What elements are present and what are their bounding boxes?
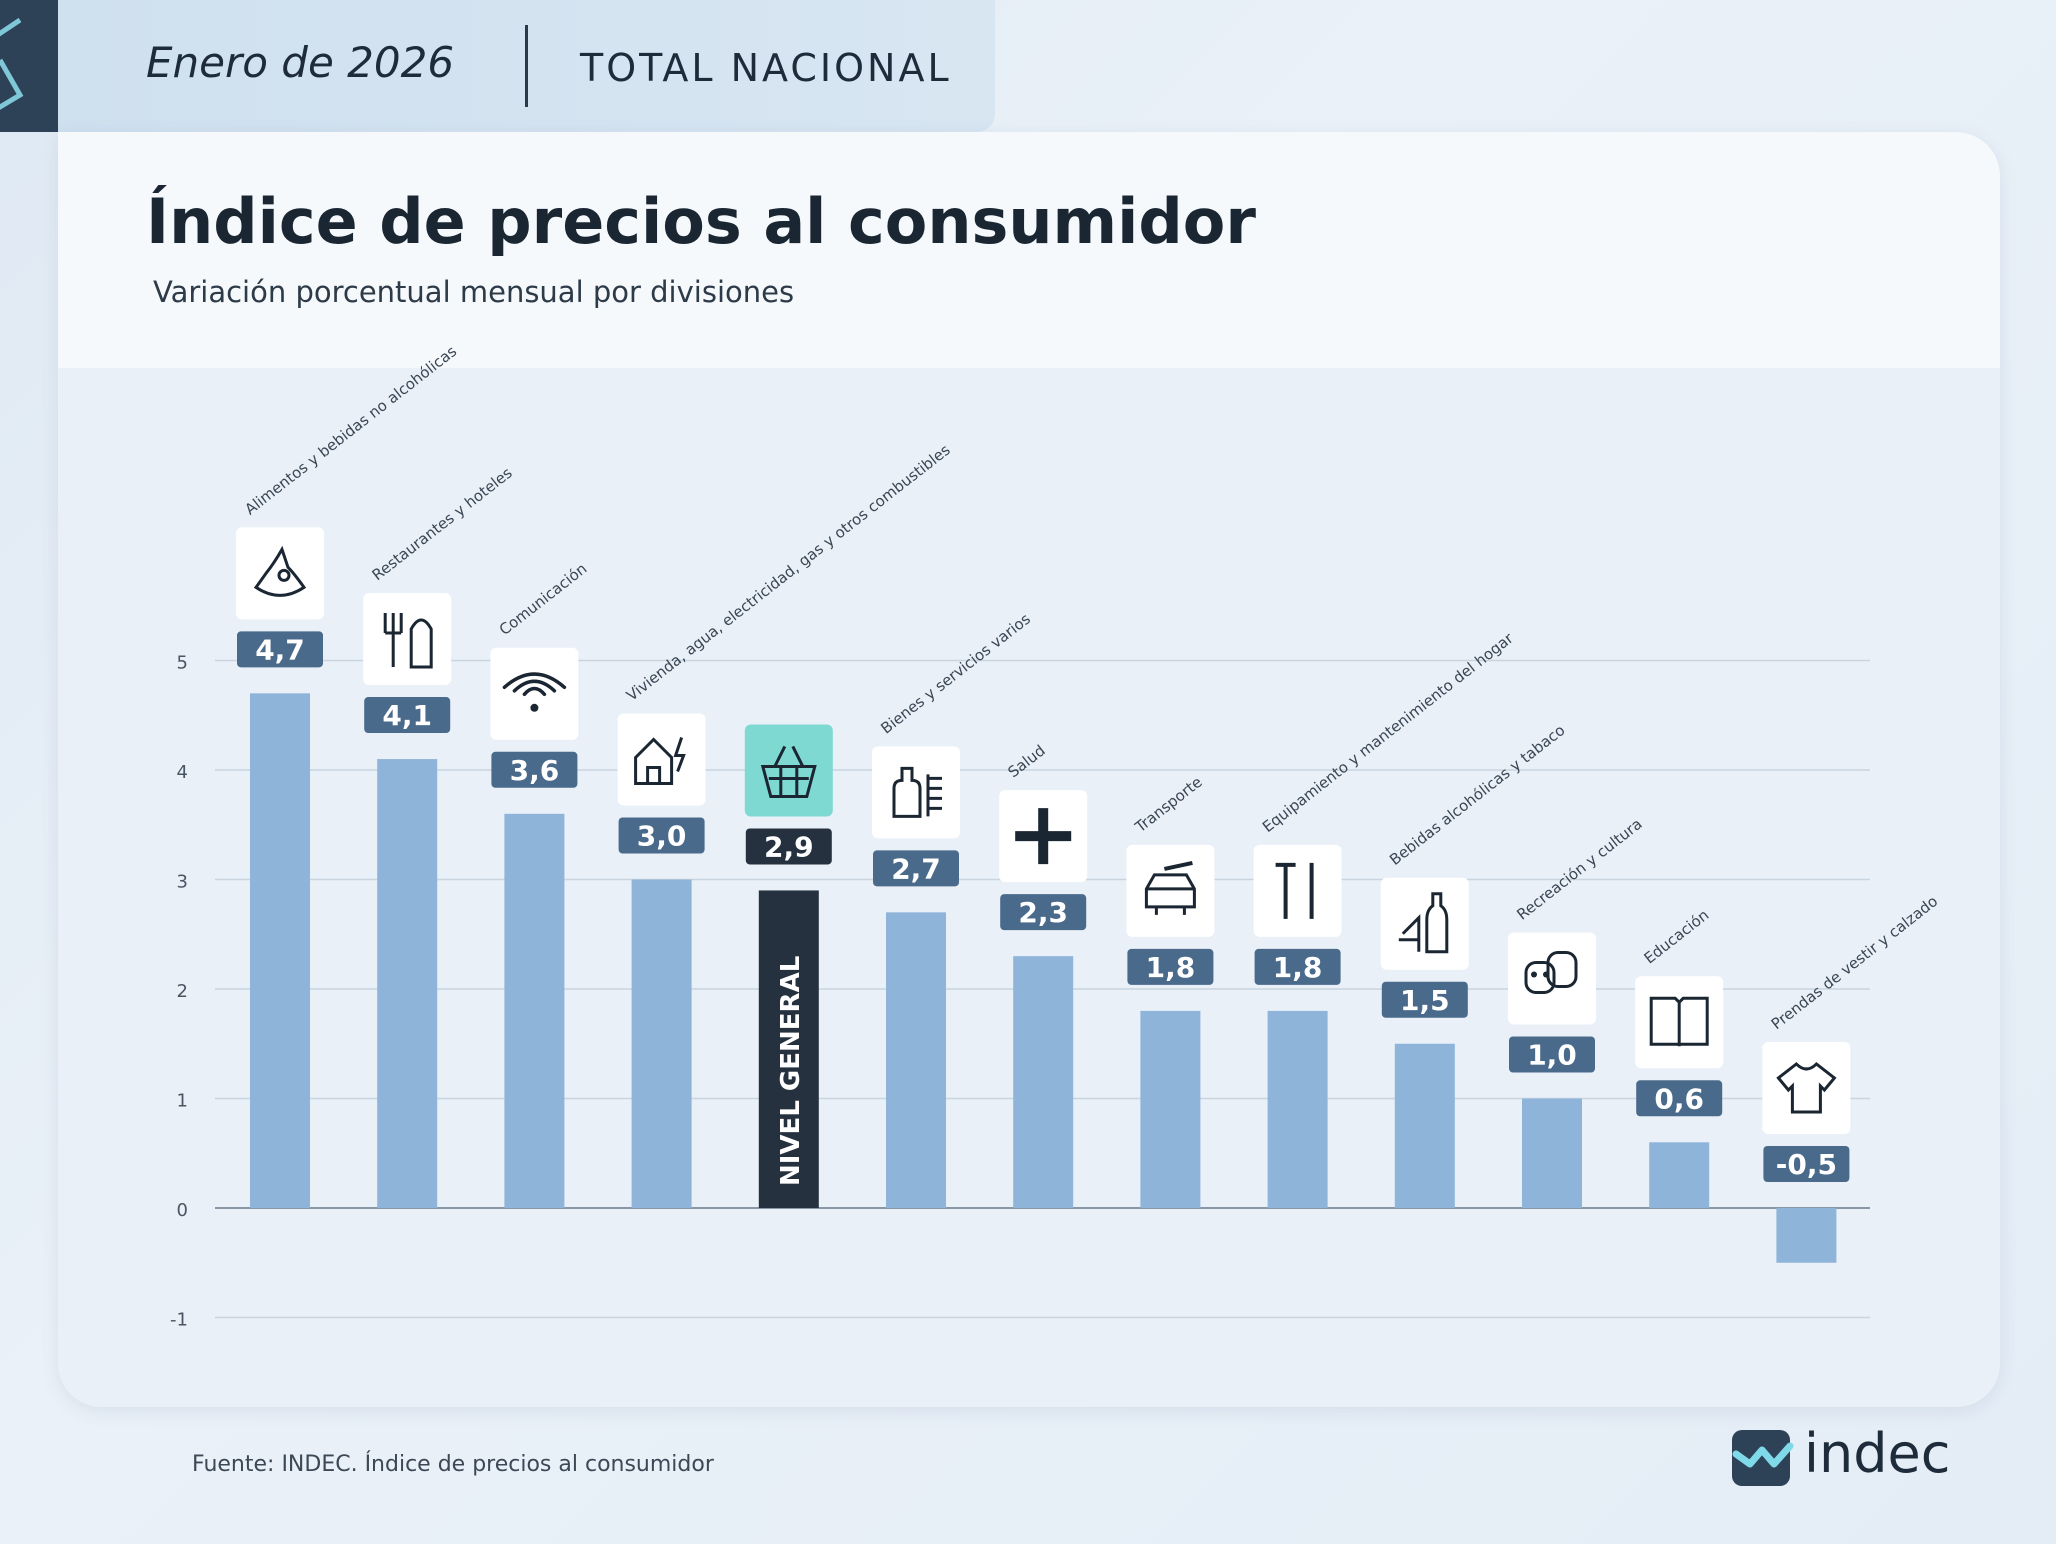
bar [1522,1098,1582,1208]
source-note: Fuente: INDEC. Índice de precios al cons… [192,1452,714,1477]
header-separator [525,25,528,107]
value-label: 0,6 [1654,1082,1704,1115]
bar [1140,1010,1201,1208]
value-label: 1,8 [1273,951,1323,984]
category-label: Educación [1641,906,1713,968]
category-label: Restaurantes y hoteles [369,464,516,585]
value-label-bg [1763,1146,1850,1182]
chart-title: Índice de precios al consumidor [146,185,1256,258]
y-tick-label: 1 [177,1091,188,1112]
icon-box [1126,844,1215,937]
category-label: Alimentos y bebidas no alcohólicas [241,342,460,519]
basket-icon [760,745,817,798]
value-label: 4,7 [255,633,305,666]
bar [1013,956,1074,1208]
highlight-bar-label: NIVEL GENERAL [776,956,806,1186]
icon-box [1508,932,1596,1025]
bar [886,912,946,1208]
value-label-bg [1000,894,1087,931]
category-label: Comunicación [496,560,591,639]
value-label-bg [1636,1080,1723,1117]
indec-logo-icon [1732,1430,1794,1486]
value-label: 3,6 [510,754,560,787]
category-label: Vivienda, agua, electricidad, gas y otro… [623,441,954,705]
shirt-icon [1776,1062,1837,1114]
value-label: 2,7 [891,852,941,885]
y-tick-label: 3 [177,872,188,893]
value-label-bg [1254,948,1341,985]
icon-box [744,724,833,817]
bottle-icon [1398,892,1449,954]
y-tick-label: 4 [177,762,188,783]
icon-box [1380,877,1469,970]
category-label: Prendas de vestir y calzado [1768,892,1941,1033]
value-label: 1,8 [1146,951,1196,984]
corner-arrow-icon [0,17,24,110]
bar [1267,1010,1328,1208]
bar [504,813,565,1208]
value-label-bg [237,631,323,668]
category-label: Bebidas alcohólicas y tabaco [1386,721,1568,869]
corner-tab [0,0,58,132]
bar [758,890,819,1208]
category-label: Bienes y servicios varios [877,610,1034,738]
icon-box [872,746,960,839]
bar [1776,1208,1837,1263]
category-label: Transporte [1131,773,1206,837]
y-tick-label: 0 [177,1200,188,1221]
tools-icon [1275,862,1314,919]
masks-icon [1524,951,1578,994]
category-label: Salud [1005,741,1049,781]
header-date: Enero de 2026 [146,38,455,87]
book-icon [1649,996,1709,1047]
category-label: Recreación y cultura [1513,815,1645,924]
value-label: 3,0 [637,820,687,853]
value-label-bg [491,751,578,788]
house-energy-icon [634,737,686,785]
bar [377,759,438,1208]
value-label: 2,3 [1018,896,1068,929]
food-icon [253,545,307,597]
bar [250,693,310,1208]
value-label-bg [873,850,959,887]
bar [1394,1043,1455,1208]
plus-icon [1015,808,1072,865]
icon-box [363,593,452,686]
value-label: -0,5 [1776,1148,1837,1181]
y-tick-label: 2 [177,981,188,1002]
value-label-bg [1381,981,1468,1018]
value-label-bg [1509,1036,1595,1073]
icon-box [1762,1042,1851,1134]
icon-box [490,647,579,740]
header-scope: TOTAL NACIONAL [580,46,952,90]
logo-text: indec [1804,1422,1951,1485]
value-label: 2,9 [764,830,814,863]
y-tick-label: -1 [170,1310,188,1331]
bar [631,879,692,1208]
value-label-bg [1127,948,1214,985]
value-label: 1,5 [1400,984,1450,1017]
wifi-icon [502,672,567,712]
icon-box [617,713,706,806]
bar [1649,1142,1710,1208]
value-label: 4,1 [382,699,432,732]
personal-care-icon [892,766,942,818]
value-label-bg [364,697,451,734]
chart-subtitle: Variación porcentual mensual por divisio… [153,275,795,309]
value-label-bg [618,817,705,854]
restaurant-icon [383,613,433,669]
y-tick-label: 5 [177,653,188,674]
value-label-bg [745,828,832,865]
car-icon [1144,860,1196,915]
icon-box [1253,844,1342,937]
value-label: 1,0 [1527,1039,1577,1072]
